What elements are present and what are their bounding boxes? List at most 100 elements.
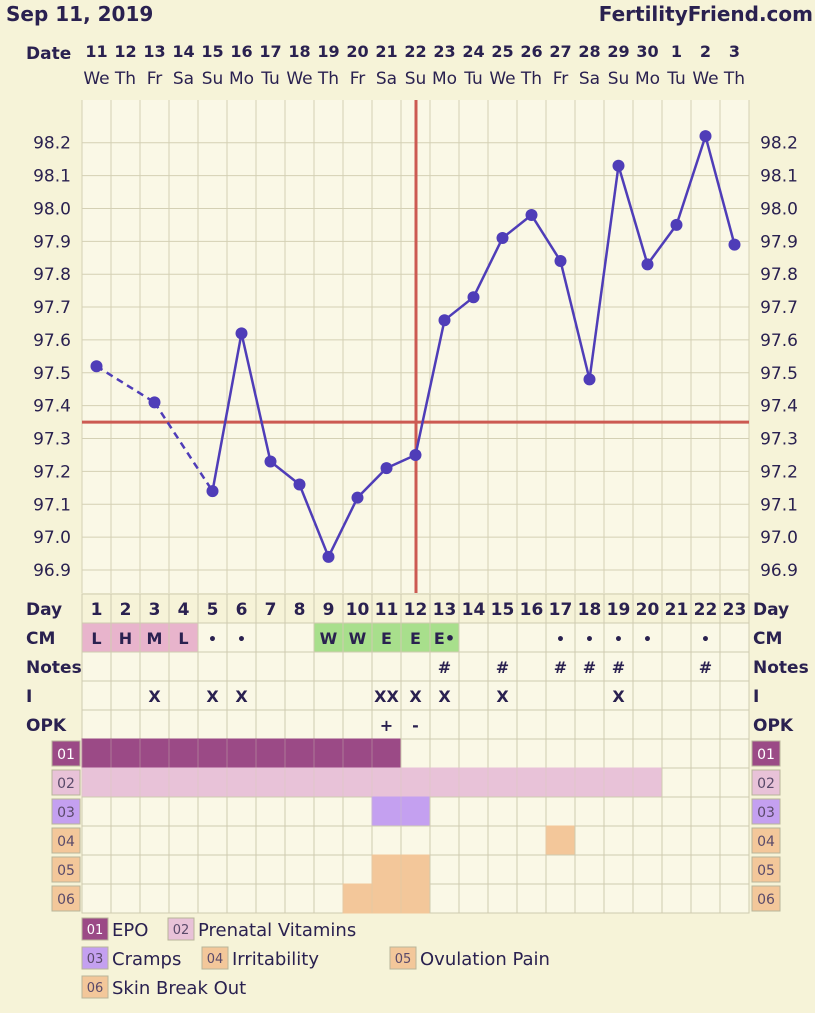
weekday-label: Su <box>608 69 630 89</box>
med-cell-active <box>313 767 344 798</box>
med-cell <box>574 854 605 885</box>
y-tick-label-left: 97.7 <box>33 298 71 318</box>
med-cell <box>429 883 460 914</box>
med-cell <box>313 796 344 827</box>
date-label: 12 <box>114 42 136 61</box>
site-name[interactable]: FertilityFriend.com <box>598 2 813 26</box>
table-cell <box>139 651 170 682</box>
med-cell <box>197 883 228 914</box>
med-code-left: 03 <box>57 805 75 821</box>
table-cell <box>487 709 518 740</box>
weekday-label: Th <box>114 69 136 89</box>
table-cell <box>139 593 170 624</box>
chart-date: Sep 11, 2019 <box>6 2 154 26</box>
med-code-box-left <box>51 769 81 796</box>
table-cell <box>284 622 315 653</box>
med-cell-active <box>342 767 373 798</box>
table-cell <box>255 622 286 653</box>
table-cell <box>81 651 112 682</box>
cm-cell-value: E <box>381 629 392 648</box>
weekday-label: Fr <box>147 69 163 89</box>
table-cell <box>400 593 431 624</box>
med-code-right: 01 <box>757 747 775 763</box>
med-cell-active <box>342 738 373 769</box>
weekday-label: Fr <box>350 69 366 89</box>
weekday-label: We <box>286 69 312 89</box>
med-code-box-left <box>51 827 81 854</box>
med-cell <box>487 796 518 827</box>
med-cell-active <box>284 738 315 769</box>
date-label: 29 <box>607 42 629 61</box>
series-segment <box>501 214 533 240</box>
med-cell <box>487 738 518 769</box>
med-cell-active <box>81 767 112 798</box>
table-cell <box>574 709 605 740</box>
med-cell <box>690 738 721 769</box>
legend-code: 06 <box>87 981 104 996</box>
med-cell <box>429 825 460 856</box>
med-cell <box>81 854 112 885</box>
med-cell-active <box>371 854 402 885</box>
med-cell <box>458 825 489 856</box>
med-code-box-right <box>751 798 781 825</box>
med-cell <box>661 854 692 885</box>
series-segment <box>327 497 359 558</box>
date-label: 23 <box>433 42 455 61</box>
table-cell <box>342 709 373 740</box>
cm-cell-value: • <box>208 632 217 648</box>
med-cell-active <box>139 738 170 769</box>
med-cell <box>197 854 228 885</box>
days-cell-value: 4 <box>178 600 190 620</box>
med-cell <box>516 796 547 827</box>
row-caption-right: OPK <box>753 716 794 736</box>
table-cell <box>400 622 431 653</box>
med-cell <box>342 825 373 856</box>
i-cell-value: XX <box>374 687 399 706</box>
y-tick-label-left: 97.1 <box>33 495 71 515</box>
cm-cell-value: E• <box>434 629 455 648</box>
med-cell <box>168 854 199 885</box>
weekday-label: Th <box>723 69 745 89</box>
med-cell <box>516 883 547 914</box>
data-point <box>264 455 277 468</box>
med-cell-active <box>81 738 112 769</box>
data-point <box>409 448 422 461</box>
med-cell <box>545 854 576 885</box>
med-code-left: 06 <box>57 892 75 908</box>
med-cell <box>516 854 547 885</box>
med-cell <box>226 854 257 885</box>
days-cell-value: 12 <box>404 600 428 620</box>
table-cell <box>458 651 489 682</box>
y-tick-label-left: 98.2 <box>33 134 71 154</box>
data-point <box>467 291 480 304</box>
date-label: 16 <box>230 42 252 61</box>
med-cell-active <box>429 767 460 798</box>
table-cell <box>197 680 228 711</box>
med-cell-active <box>197 738 228 769</box>
table-cell <box>342 680 373 711</box>
date-label: 20 <box>346 42 368 61</box>
data-point <box>322 550 335 563</box>
med-cell <box>574 825 605 856</box>
days-cell-value: 7 <box>265 600 277 620</box>
med-cell-active <box>487 767 518 798</box>
med-cell-active <box>168 767 199 798</box>
y-tick-label-right: 97.3 <box>760 430 798 450</box>
med-cell <box>661 825 692 856</box>
series-segment <box>675 135 707 226</box>
med-cell <box>603 854 634 885</box>
table-cell <box>516 680 547 711</box>
y-tick-label-left: 97.8 <box>33 265 71 285</box>
row-caption-left: OPK <box>26 716 67 736</box>
med-cell <box>284 796 315 827</box>
legend-code: 01 <box>87 923 104 938</box>
y-tick-label-left: 97.0 <box>33 528 71 548</box>
weekday-label: Mo <box>229 69 254 89</box>
med-cell <box>255 796 286 827</box>
table-cell <box>719 709 750 740</box>
legend-swatch <box>81 917 109 941</box>
table-cell <box>110 593 141 624</box>
table-cell <box>574 593 605 624</box>
med-cell <box>255 854 286 885</box>
series-segment <box>617 165 649 265</box>
